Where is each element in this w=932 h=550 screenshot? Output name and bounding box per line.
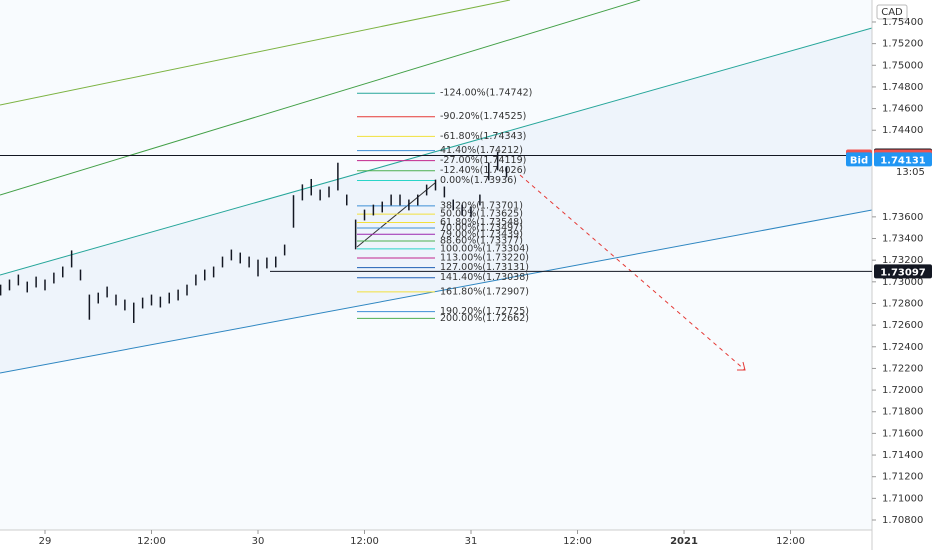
- bid-tag: [874, 152, 932, 167]
- bid-label: Bid: [850, 155, 868, 166]
- channel-fill: [0, 28, 872, 373]
- y-tick-label: 1.71800: [882, 407, 923, 418]
- support-tag: [874, 264, 932, 279]
- x-tick-label: 30: [252, 536, 265, 547]
- y-tick-label: 1.73600: [882, 212, 923, 223]
- projection-arrow: [519, 174, 746, 371]
- trend-line: [0, 209, 873, 374]
- fib-label: 190.20%(1.72725): [440, 306, 529, 317]
- fib-label: 79.00%(1.73439): [440, 229, 523, 240]
- y-tick-label: 1.71600: [882, 428, 923, 439]
- y-tick-label: 1.74600: [882, 104, 923, 115]
- y-tick-label: 1.72400: [882, 342, 923, 353]
- fib-label: -124.00%(1.74742): [440, 88, 532, 99]
- y-tick-label: 1.73000: [882, 277, 923, 288]
- bid-value: 1.74131: [880, 155, 926, 166]
- fib-label: -12.40%(1.74026): [440, 165, 526, 176]
- bid-label-box: [846, 152, 872, 167]
- y-tick-label: 1.72600: [882, 320, 923, 331]
- y-tick-label: 1.71400: [882, 450, 923, 461]
- trend-line: [356, 182, 436, 248]
- currency: CAD: [881, 7, 903, 18]
- fib-label: 200.00%(1.72662): [440, 313, 529, 324]
- fib-label: 100.00%(1.73304): [440, 243, 529, 254]
- x-tick-label: 31: [465, 536, 478, 547]
- y-tick-label: 1.72000: [882, 385, 923, 396]
- fib-label: 88.60%(1.73377): [440, 236, 523, 247]
- y-tick-label: 1.72200: [882, 363, 923, 374]
- trend-line: [0, 27, 873, 276]
- fib-label: 141.40%(1.73038): [440, 272, 529, 283]
- x-tick-label: 12:00: [350, 536, 379, 547]
- y-tick-label: 1.71000: [882, 493, 923, 504]
- support-value: 1.73097: [880, 267, 926, 278]
- y-tick-label: 1.70800: [882, 515, 923, 526]
- x-tick-label: 12:00: [563, 536, 592, 547]
- y-tick-label: 1.74800: [882, 82, 923, 93]
- fib-label: 70.00%(1.73497): [440, 223, 523, 234]
- fib-label: -61.80%(1.74343): [440, 131, 526, 142]
- y-tick-label: 1.75400: [882, 17, 923, 28]
- y-tick-label: 1.74400: [882, 125, 923, 136]
- currency-box: [876, 4, 908, 20]
- fib-label: 0.00%(1.73936): [440, 175, 517, 186]
- y-tick-label: 1.75200: [882, 39, 923, 50]
- fib-label: 161.80%(1.72907): [440, 286, 529, 297]
- x-tick-label: 12:00: [776, 536, 805, 547]
- x-tick-label: 29: [39, 536, 52, 547]
- fib-label: -90.20%(1.74525): [440, 111, 526, 122]
- y-tick-label: 1.73400: [882, 234, 923, 245]
- x-tick-label: 12:00: [137, 536, 166, 547]
- fib-label: -27.00%(1.74119): [440, 155, 526, 166]
- y-tick-label: 1.71200: [882, 472, 923, 483]
- fib-label: 41.40%(1.74212): [440, 145, 523, 156]
- x-tick-label: 2021: [670, 536, 698, 547]
- fib-label: 38.20%(1.73701): [440, 200, 523, 211]
- trend-line: [0, 0, 641, 196]
- arrow-head: [737, 361, 746, 371]
- fib-label: 127.00%(1.73131): [440, 262, 529, 273]
- fib-label: 50.00%(1.73625): [440, 209, 523, 220]
- fib-label: 113.00%(1.73220): [440, 253, 529, 264]
- y-tick-label: 1.75000: [882, 60, 923, 71]
- countdown: 13:05: [896, 167, 925, 178]
- y-tick-label: 1.73200: [882, 255, 923, 266]
- y-tick-label: 1.72800: [882, 298, 923, 309]
- trend-line: [0, 0, 511, 106]
- fib-label: 61.80%(1.73548): [440, 217, 523, 228]
